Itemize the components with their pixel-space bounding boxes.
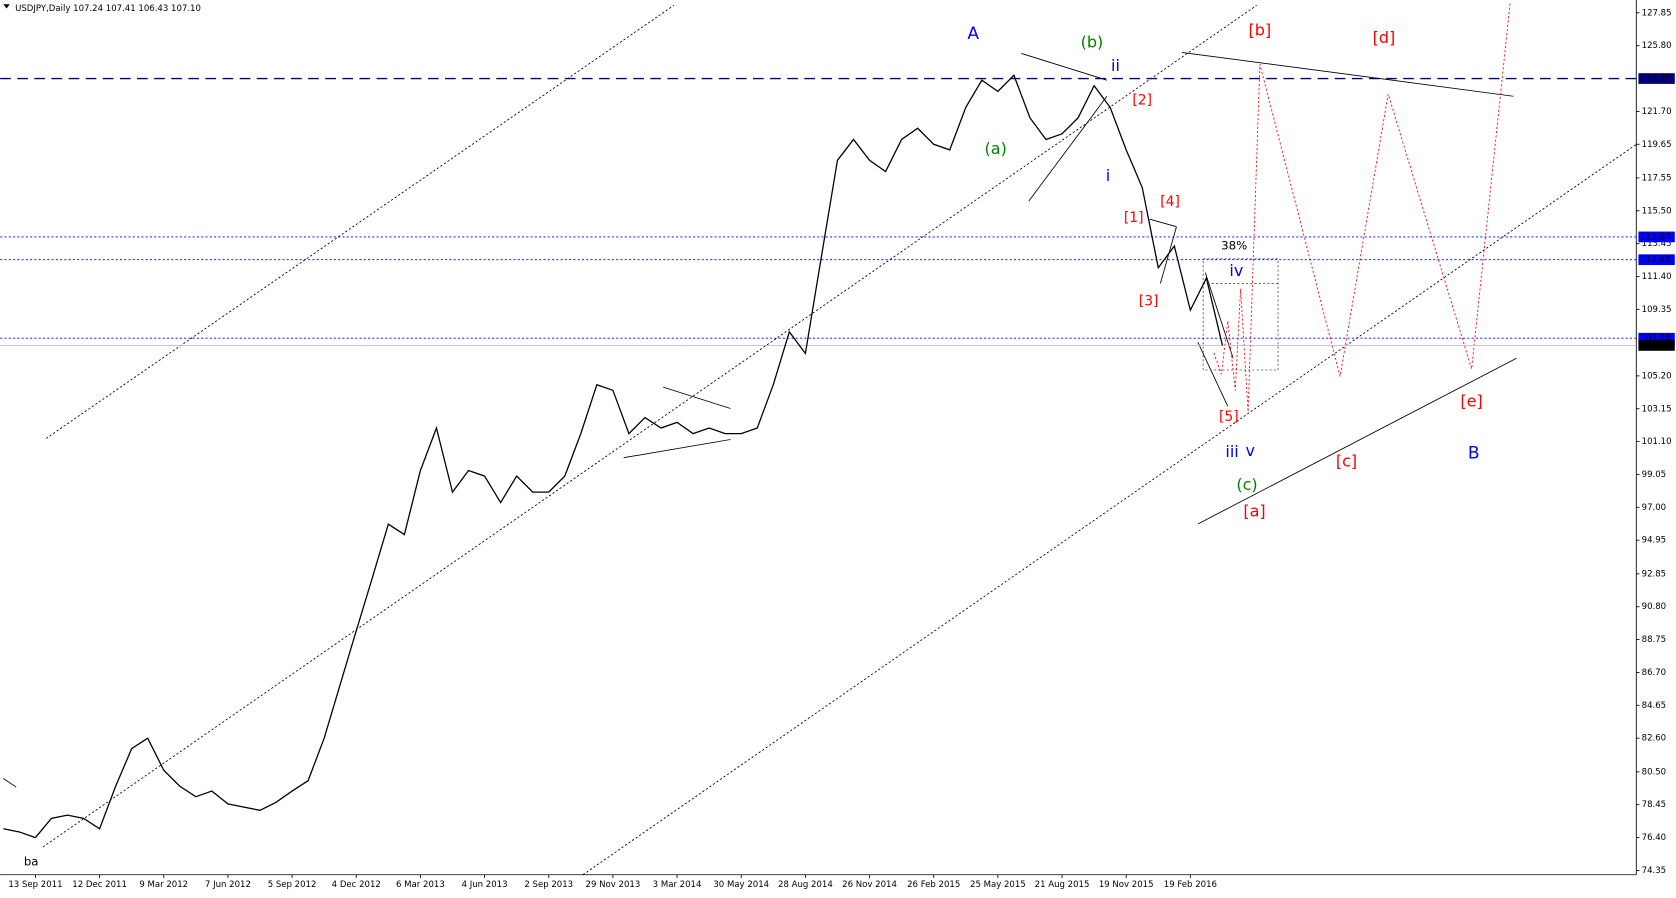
y-tick-label: 115.50	[1642, 206, 1672, 216]
level-label: 107.10	[1641, 341, 1671, 351]
x-tick-label: 4 Dec 2012	[332, 880, 381, 890]
y-tick-label: 117.55	[1642, 173, 1672, 183]
y-tick-label: 78.45	[1642, 800, 1666, 810]
wave-label: [4]	[1160, 194, 1180, 210]
wave-label: B	[1468, 443, 1480, 463]
x-tick-label: 12 Dec 2011	[72, 880, 127, 890]
level-label: 107.55	[1641, 334, 1671, 344]
wave-label: [5]	[1219, 409, 1239, 425]
wave-label: [e]	[1460, 392, 1482, 411]
x-tick-label: 5 Sep 2012	[268, 880, 317, 890]
x-tick-label: 26 Feb 2015	[907, 880, 960, 890]
y-tick-label: 113.45	[1642, 239, 1672, 249]
wave-label: (b)	[1081, 32, 1104, 51]
x-tick-label: 9 Mar 2012	[139, 880, 188, 890]
y-tick-label: 94.95	[1642, 536, 1666, 546]
wave-label: [2]	[1132, 93, 1152, 109]
y-tick-label: 105.20	[1642, 371, 1672, 381]
wave-label: [1]	[1124, 210, 1144, 226]
y-tick-label: 127.85	[1642, 8, 1672, 18]
x-tick-label: 13 Sep 2011	[8, 880, 62, 890]
y-tick-label: 74.35	[1642, 866, 1666, 876]
x-tick-label: 7 Jun 2012	[205, 880, 251, 890]
level-label: 113.87	[1641, 232, 1671, 242]
plot-layer: 127.85 125.80 121.70 119.65 117.55 115.50 113.…	[0, 8, 1675, 890]
chart-title: USDJPY,Daily 107.24 107.41 106.43 107.10	[15, 4, 201, 14]
x-tick-label: 29 Nov 2013	[586, 880, 641, 890]
level-label-bg	[1638, 340, 1675, 351]
y-tick-label: 121.70	[1642, 107, 1672, 117]
y-tick-label: 111.40	[1642, 272, 1672, 282]
wave-label: ba	[24, 854, 39, 868]
y-tick-label: 92.85	[1642, 569, 1666, 579]
level-label: 112.45	[1641, 255, 1671, 265]
price-line	[3, 74, 1224, 839]
wave-label: A	[967, 24, 979, 44]
x-tick-label: 26 Nov 2014	[842, 880, 897, 890]
level-label-bg	[1638, 332, 1675, 344]
wave-label: [a]	[1243, 502, 1265, 521]
x-tick-label: 25 May 2015	[970, 880, 1026, 890]
trend-lines	[3, 4, 1637, 876]
level-label-bg	[1638, 254, 1675, 266]
y-tick-label: 119.65	[1642, 140, 1672, 150]
y-tick-label: 84.65	[1642, 701, 1666, 711]
x-tick-label: 4 Jun 2013	[462, 880, 508, 890]
wave-label: i	[1106, 166, 1110, 185]
y-tick-label: 97.00	[1642, 503, 1666, 513]
level-label-bg	[1638, 73, 1675, 84]
wave-label: ii	[1111, 56, 1120, 75]
y-tick-label: 90.80	[1642, 602, 1666, 612]
x-tick-label: 6 Mar 2013	[396, 880, 445, 890]
x-tick-label: 19 Nov 2015	[1099, 880, 1154, 890]
x-tick-label: 28 Aug 2014	[778, 880, 833, 890]
wave-label: [3]	[1139, 294, 1159, 310]
y-tick-label: 125.80	[1642, 41, 1672, 51]
level-label-bg	[1638, 231, 1675, 243]
x-tick-label: 21 Aug 2015	[1035, 880, 1090, 890]
wave-label: (c)	[1236, 475, 1257, 494]
y-tick-label: 86.70	[1642, 668, 1666, 678]
x-tick-label: 30 May 2014	[713, 880, 769, 890]
y-tick-label: 76.40	[1642, 833, 1666, 843]
y-tick-label: 109.35	[1642, 305, 1672, 315]
x-tick-label: 19 Feb 2016	[1164, 880, 1217, 890]
wave-label: 38%	[1221, 238, 1247, 252]
wave-label: [d]	[1373, 28, 1396, 47]
wave-label: iii	[1225, 442, 1238, 461]
level-label: 123.75	[1641, 74, 1671, 84]
y-tick-label: 82.60	[1642, 734, 1666, 744]
wave-label: (a)	[985, 139, 1007, 158]
y-tick-label: 88.75	[1642, 635, 1666, 645]
y-tick-label: 80.50	[1642, 767, 1666, 777]
x-tick-label: 2 Sep 2013	[524, 880, 573, 890]
wave-label: v	[1245, 441, 1255, 460]
wave-label: iv	[1229, 261, 1243, 280]
y-tick-label: 101.10	[1642, 437, 1672, 447]
wave-label: [c]	[1336, 451, 1357, 470]
y-tick-label: 99.05	[1642, 470, 1666, 480]
x-tick-label: 3 Mar 2014	[653, 880, 702, 890]
title-arrow	[3, 4, 10, 9]
wave-label: [b]	[1249, 21, 1272, 40]
y-tick-label: 103.15	[1642, 404, 1672, 414]
